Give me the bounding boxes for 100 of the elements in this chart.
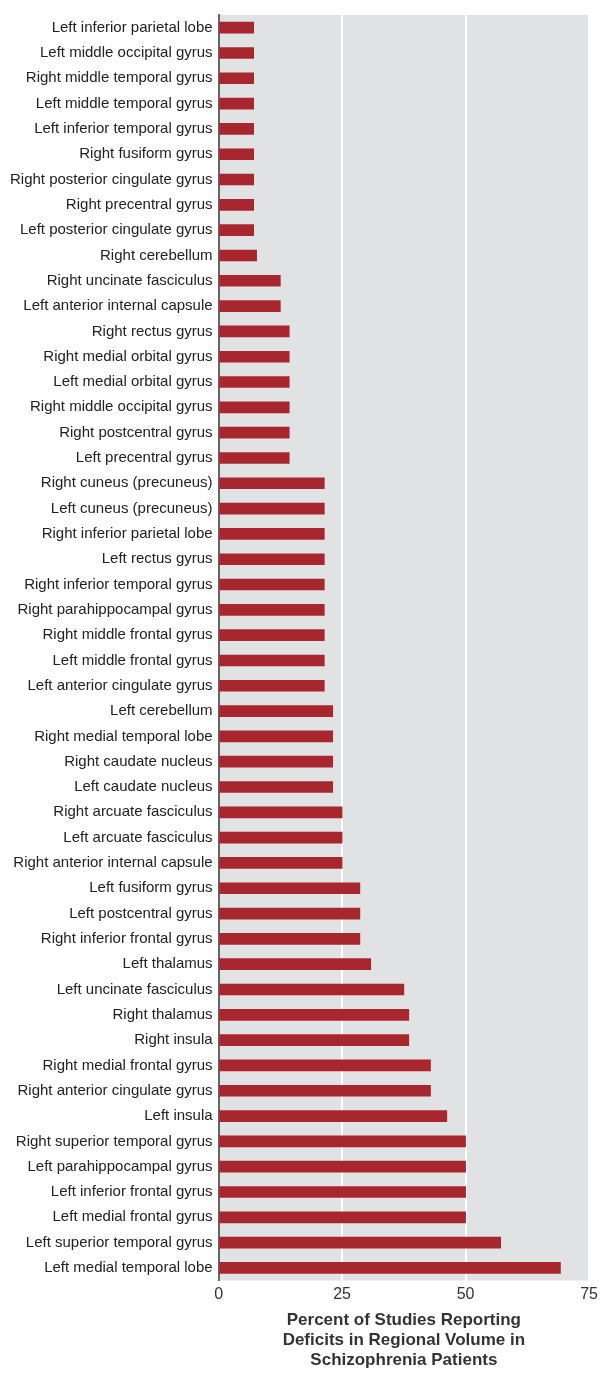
y-tick-label: Left cerebellum [110, 701, 213, 719]
bar [219, 47, 255, 59]
y-tick-label: Right inferior temporal gyrus [24, 574, 213, 592]
x-tick-label: 50 [456, 1284, 475, 1302]
bar [219, 882, 361, 895]
y-tick-label: Left arcuate fasciculus [63, 827, 213, 845]
y-tick-label: Right medial frontal gyrus [42, 1055, 213, 1073]
y-tick-label: Right middle occipital gyrus [30, 397, 213, 415]
y-tick-label: Right cuneus (precuneus) [40, 473, 213, 491]
bar [219, 97, 255, 110]
y-tick-label: Left middle temporal gyrus [35, 93, 213, 111]
y-tick-label: Right postcentral gyrus [59, 422, 213, 440]
bar [219, 528, 325, 540]
y-tick-label: Right inferior frontal gyrus [40, 929, 213, 947]
y-tick-label: Right thalamus [112, 1004, 213, 1022]
bar [219, 730, 334, 743]
y-tick-label: Right uncinate fasciculus [46, 270, 213, 288]
y-tick-label: Right fusiform gyrus [79, 144, 213, 162]
bar [219, 376, 290, 388]
y-tick-label: Left rectus gyrus [101, 549, 213, 567]
y-tick-label: Left middle frontal gyrus [52, 650, 213, 668]
bar [219, 502, 325, 515]
y-tick-label: Right middle frontal gyrus [42, 625, 213, 643]
bar [219, 958, 372, 971]
y-tick-label: Left medial orbital gyrus [53, 372, 213, 390]
y-tick-label: Right precentral gyrus [65, 194, 213, 212]
bar [219, 199, 255, 211]
bar [219, 983, 405, 996]
bar [219, 933, 361, 945]
bar [219, 629, 325, 641]
y-tick-label: Right anterior cingulate gyrus [17, 1080, 213, 1098]
y-tick-label: Right medial orbital gyrus [43, 346, 213, 364]
bar [219, 477, 325, 490]
y-tick-label: Right middle temporal gyrus [25, 68, 213, 86]
bar [219, 553, 325, 566]
bar [219, 1236, 502, 1249]
bar [219, 1186, 466, 1198]
bar [219, 173, 255, 186]
x-tick-label: 25 [333, 1284, 352, 1302]
bar [219, 857, 343, 869]
bar [219, 806, 343, 819]
y-tick-label: Left postcentral gyrus [69, 903, 213, 921]
y-tick-label: Left medial temporal lobe [44, 1258, 213, 1276]
y-tick-label: Left precentral gyrus [75, 448, 213, 466]
y-tick-label: Left thalamus [122, 954, 213, 972]
bar [219, 907, 361, 920]
bar [219, 1084, 431, 1097]
bar [219, 1211, 466, 1224]
y-tick-label: Left insula [144, 1106, 214, 1124]
bar [219, 300, 281, 312]
bar [219, 781, 334, 793]
bar [219, 123, 255, 135]
bar [219, 604, 325, 616]
y-tick-label: Left middle occipital gyrus [40, 43, 213, 61]
bar [219, 21, 255, 34]
bar [219, 1135, 466, 1148]
bar [219, 679, 325, 692]
bar [219, 148, 255, 161]
y-tick-label: Right caudate nucleus [64, 751, 213, 769]
bar [219, 755, 334, 768]
y-tick-label: Right arcuate fasciculus [53, 802, 213, 820]
bar [219, 350, 290, 363]
y-tick-label: Left inferior parietal lobe [51, 17, 213, 35]
y-tick-label: Left inferior frontal gyrus [50, 1182, 213, 1200]
bar [219, 1160, 466, 1173]
bar [219, 705, 334, 717]
y-tick-label: Left parahippocampal gyrus [27, 1156, 213, 1174]
bar [219, 1262, 561, 1274]
bar [219, 1008, 410, 1021]
y-tick-label: Left posterior cingulate gyrus [19, 220, 213, 238]
bar [219, 452, 290, 464]
y-tick-label: Right insula [134, 1030, 214, 1048]
bar [219, 578, 325, 591]
y-tick-label: Left anterior internal capsule [23, 296, 213, 314]
y-tick-label: Left caudate nucleus [74, 777, 213, 795]
y-tick-label: Right cerebellum [100, 245, 213, 263]
bar [219, 224, 255, 236]
y-tick-label: Right medial temporal lobe [34, 726, 213, 744]
bar [219, 426, 290, 439]
y-tick-label: Left medial frontal gyrus [52, 1207, 213, 1225]
y-tick-label: Right superior temporal gyrus [15, 1131, 213, 1149]
bar [219, 654, 325, 667]
y-tick-label: Right inferior parietal lobe [41, 524, 213, 542]
bar [219, 72, 255, 85]
y-tick-label: Left superior temporal gyrus [25, 1232, 213, 1250]
x-tick-label: 0 [214, 1284, 224, 1302]
y-tick-label: Right anterior internal capsule [13, 853, 213, 871]
bar [219, 831, 343, 844]
y-tick-label: Left uncinate fasciculus [56, 979, 213, 997]
y-tick-label: Left cuneus (precuneus) [50, 498, 213, 516]
bar [219, 401, 290, 414]
y-tick-label: Left anterior cingulate gyrus [27, 675, 213, 693]
bar [219, 1110, 448, 1122]
y-tick-label: Right rectus gyrus [91, 321, 213, 339]
bar [219, 1059, 431, 1072]
y-tick-label: Left inferior temporal gyrus [34, 119, 213, 137]
bar [219, 1034, 410, 1046]
y-tick-label: Left fusiform gyrus [89, 878, 213, 896]
y-tick-label: Right parahippocampal gyrus [17, 599, 213, 617]
bar [219, 249, 257, 262]
